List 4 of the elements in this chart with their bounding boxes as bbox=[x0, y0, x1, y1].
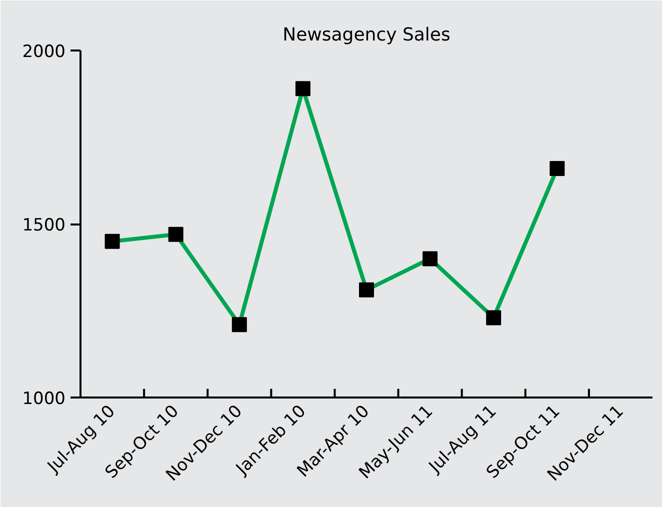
y-tick-label: 2000 bbox=[22, 42, 66, 62]
y-tick-label: 1000 bbox=[22, 389, 66, 409]
y-tick-label: 1500 bbox=[22, 216, 66, 236]
chart-title: Newsagency Sales bbox=[282, 24, 450, 46]
